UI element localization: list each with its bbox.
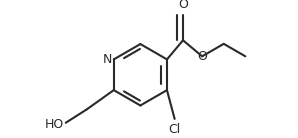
Text: N: N xyxy=(103,53,112,66)
Text: Cl: Cl xyxy=(169,123,181,136)
Text: O: O xyxy=(178,0,188,11)
Text: HO: HO xyxy=(45,118,64,131)
Text: O: O xyxy=(197,50,207,63)
